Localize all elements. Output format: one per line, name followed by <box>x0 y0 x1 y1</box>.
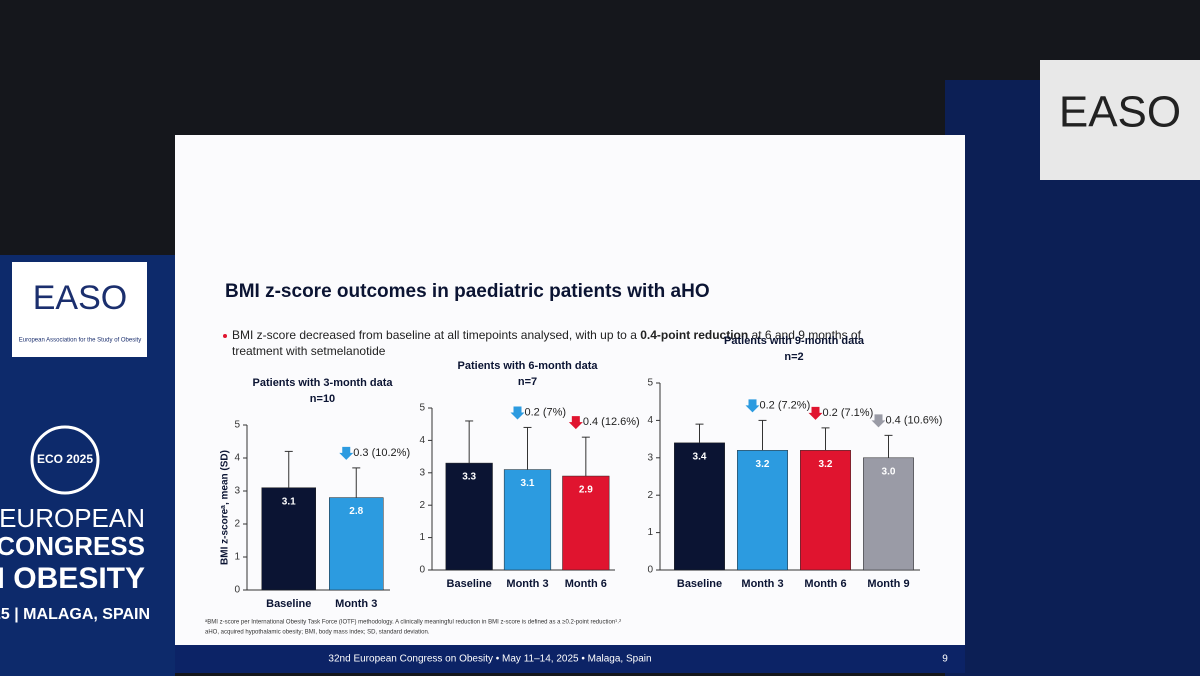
x-tick-label: Month 3 <box>506 578 548 590</box>
bar <box>503 469 552 571</box>
y-tick-label: 2 <box>234 519 240 530</box>
value-label: 3.2 <box>819 459 833 470</box>
x-tick-label: Baseline <box>677 578 722 590</box>
y-tick-label: 1 <box>647 527 653 538</box>
value-label: 3.4 <box>693 451 707 462</box>
banner-line: ON OBESITY <box>0 562 145 595</box>
slide-footer-bar <box>175 645 965 673</box>
logo-sub: European Association for the Study of Ob… <box>19 338 141 344</box>
chart-subtitle: n=10 <box>310 393 335 405</box>
y-tick-label: 1 <box>419 532 425 543</box>
slide-title: BMI z-score outcomes in paediatric patie… <box>225 281 710 302</box>
right-logo-box <box>1040 60 1200 180</box>
change-label: 0.2 (7.1%) <box>823 407 874 419</box>
y-tick-label: 2 <box>419 500 425 511</box>
change-arrow <box>568 416 583 430</box>
value-label: 3.1 <box>521 478 535 489</box>
change-arrow <box>871 414 886 428</box>
change-arrow <box>510 406 525 420</box>
y-tick-label: 5 <box>419 403 425 414</box>
bar <box>445 462 493 571</box>
event-emblem <box>30 425 100 495</box>
y-tick-label: 3 <box>647 452 653 463</box>
chart-title: Patients with 3-month data <box>253 377 394 389</box>
y-tick-label: 2 <box>647 490 653 501</box>
logo: EASO <box>33 279 127 317</box>
value-label: 3.2 <box>756 459 770 470</box>
y-tick-label: 3 <box>419 467 425 478</box>
value-label: 3.3 <box>462 472 476 483</box>
change-arrow <box>808 406 823 420</box>
change-label: 0.2 (7%) <box>525 406 567 418</box>
x-tick-label: Baseline <box>447 578 492 590</box>
value-label: 2.8 <box>349 506 363 517</box>
banner-line: CONGRESS <box>0 531 145 561</box>
bullet-line: BMI z-score decreased from baseline at a… <box>232 328 862 342</box>
value-label: 2.9 <box>579 485 593 496</box>
bar <box>261 487 316 591</box>
y-tick-label: 3 <box>234 486 240 497</box>
banner-dates: MAY, 2025 | MALAGA, SPAIN <box>0 606 150 623</box>
bullet-text: at 6 and 9 months of <box>748 328 861 342</box>
y-tick-label: 4 <box>647 415 653 426</box>
bullet-dot <box>223 334 227 338</box>
change-arrow <box>745 399 760 413</box>
x-tick-label: Baseline <box>266 598 311 610</box>
y-tick-label: 4 <box>419 435 425 446</box>
change-arrow <box>339 446 354 460</box>
change-label: 0.2 (7.2%) <box>760 399 811 411</box>
value-label: 3.1 <box>282 496 296 507</box>
y-tick-label: 5 <box>234 420 240 431</box>
y-tick-label: 0 <box>647 565 653 576</box>
bar <box>329 497 384 591</box>
banner-line: 32nd EUROPEAN <box>0 503 145 533</box>
y-tick-label: 1 <box>234 552 240 563</box>
y-tick-label: 5 <box>647 378 653 389</box>
chart-subtitle: n=2 <box>784 351 803 363</box>
x-tick-label: Month 3 <box>335 598 377 610</box>
bullet-line: treatment with setmelanotide <box>232 344 386 358</box>
y-tick-label: 4 <box>234 453 240 464</box>
bar <box>800 450 851 571</box>
value-label: 3.0 <box>882 466 896 477</box>
slide-footer: 32nd European Congress on Obesity • May … <box>328 654 651 665</box>
page-number: 9 <box>942 654 948 665</box>
footnote: ᵃBMI z-score per International Obesity T… <box>205 620 621 626</box>
x-tick-label: Month 6 <box>804 578 846 590</box>
y-tick-label: 0 <box>419 565 425 576</box>
change-label: 0.4 (12.6%) <box>583 416 640 428</box>
right-logo: EASO <box>1059 88 1181 137</box>
bullet-text: BMI z-score decreased from baseline at a… <box>232 328 640 342</box>
y-axis-label: BMI z-scoreᵃ, mean (SD) <box>220 450 231 565</box>
x-tick-label: Month 9 <box>867 578 909 590</box>
chart-title: Patients with 6-month data <box>458 360 599 372</box>
logo-box <box>12 262 147 357</box>
y-tick-label: 0 <box>234 585 240 596</box>
chart-subtitle: n=7 <box>518 376 537 388</box>
bar <box>674 442 725 571</box>
bullet-emphasis: 0.4-point reduction <box>640 328 748 342</box>
x-tick-label: Month 3 <box>741 578 783 590</box>
bar <box>863 457 914 571</box>
bar <box>737 450 788 571</box>
change-label: 0.4 (10.6%) <box>886 414 943 426</box>
chart-title: Patients with 9-month data <box>724 335 865 347</box>
event-name: ECO 2025 <box>37 452 93 466</box>
x-tick-label: Month 6 <box>565 578 607 590</box>
change-label: 0.3 (10.2%) <box>353 447 410 459</box>
footnote: aHO, acquired hypothalamic obesity; BMI,… <box>205 630 430 636</box>
